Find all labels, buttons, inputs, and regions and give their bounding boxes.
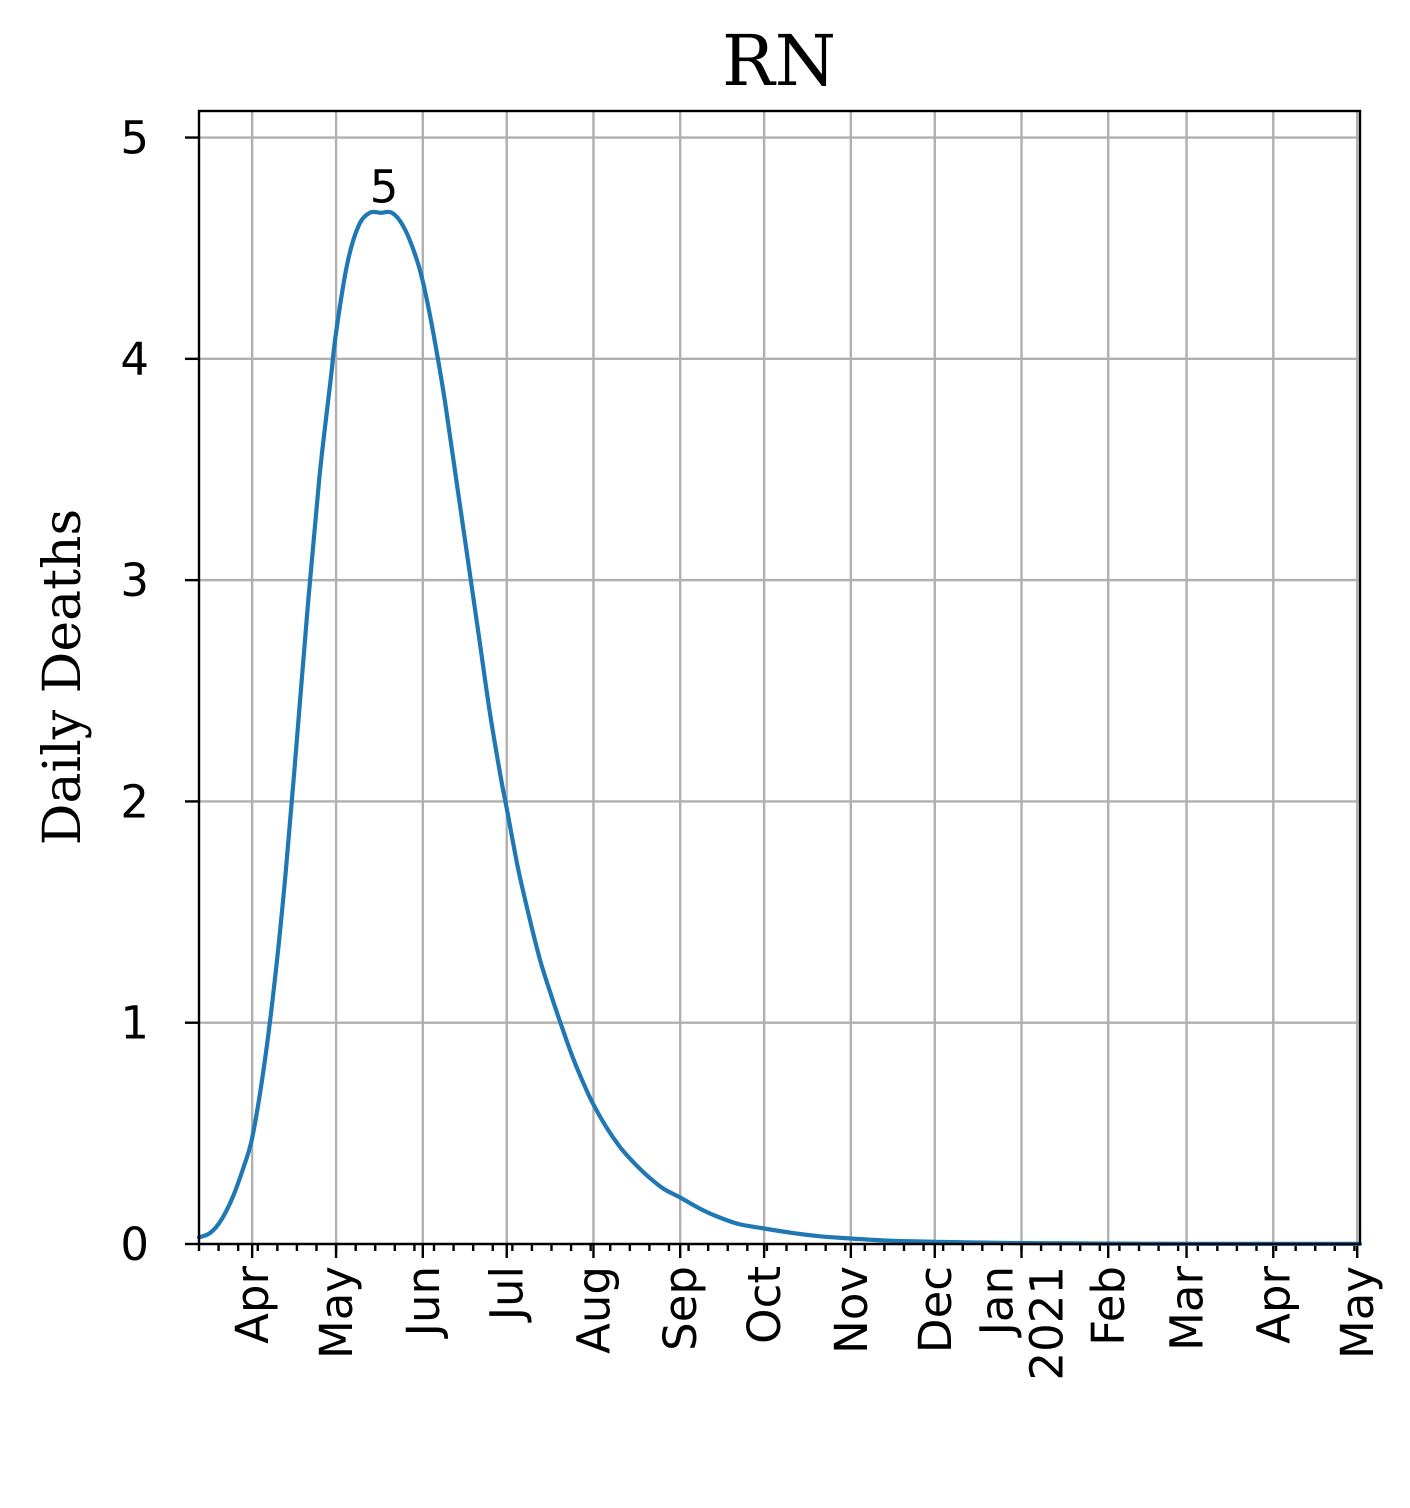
plot-frame — [197, 109, 1362, 1246]
y-tick-label: 3 — [120, 554, 149, 607]
x-tick-label: Jul — [481, 1266, 534, 1323]
y-tick-label: 4 — [120, 333, 149, 386]
daily-deaths-line — [196, 209, 1363, 1247]
x-tick-label: Apr — [226, 1266, 279, 1344]
y-tick-label: 5 — [120, 112, 149, 165]
x-tick-label: Feb — [1082, 1266, 1135, 1346]
x-tick-label: Dec — [909, 1266, 962, 1353]
peak-annotation: 5 — [370, 161, 399, 214]
x-tick-label: Mar — [1161, 1266, 1214, 1351]
x-tick-label: Nov — [825, 1266, 878, 1354]
x-tick-label: Jan — [970, 1266, 1023, 1338]
x-tick-label: Aug — [567, 1266, 620, 1354]
x-tick-label: Apr — [1247, 1266, 1300, 1344]
x-tick-label: Jun — [397, 1266, 450, 1339]
y-axis-label: Daily Deaths — [33, 509, 93, 845]
x-tick-label: 2021 — [1020, 1266, 1073, 1381]
y-axis-ticks: 0 1 2 3 4 5 — [120, 112, 199, 1271]
chart-title: RN — [722, 20, 836, 102]
grid-lines — [199, 111, 1360, 1246]
x-tick-label: Oct — [738, 1266, 791, 1344]
y-tick-label: 0 — [120, 1218, 149, 1271]
x-tick-label: Sep — [654, 1266, 707, 1351]
y-tick-label: 1 — [120, 997, 149, 1050]
y-tick-label: 2 — [120, 775, 149, 828]
x-tick-label: May — [1331, 1266, 1384, 1359]
x-tick-label: May — [310, 1266, 363, 1359]
